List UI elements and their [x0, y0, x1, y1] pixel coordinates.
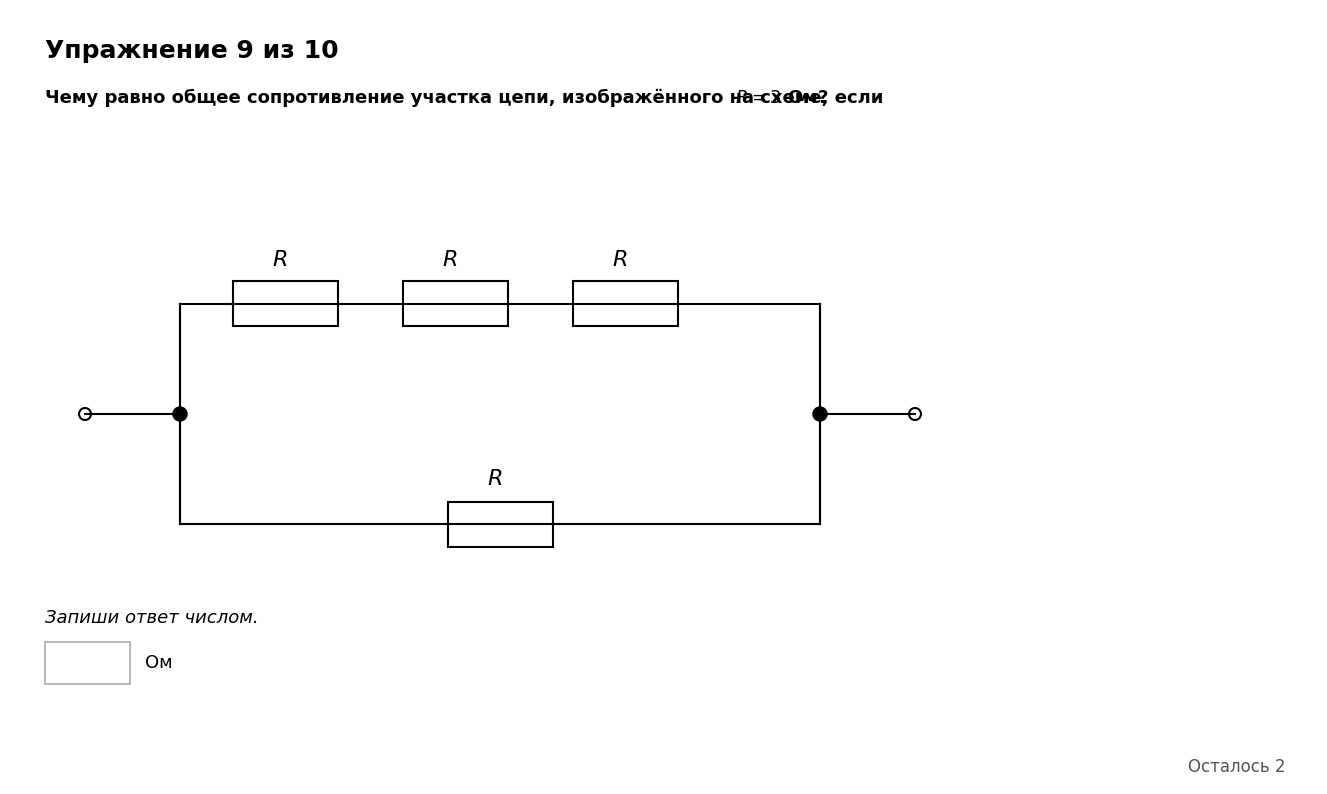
Circle shape — [173, 407, 187, 421]
FancyBboxPatch shape — [572, 282, 678, 326]
FancyBboxPatch shape — [402, 282, 507, 326]
FancyBboxPatch shape — [447, 502, 552, 546]
Text: Упражнение 9 из 10: Упражнение 9 из 10 — [45, 39, 338, 63]
Text: $R$: $R$ — [272, 249, 288, 269]
Text: $R = 3$ Ом?: $R = 3$ Ом? — [735, 89, 828, 107]
Text: $R$: $R$ — [487, 469, 503, 489]
Text: Чему равно общее сопротивление участка цепи, изображённого на схеме, если: Чему равно общее сопротивление участка ц… — [45, 89, 889, 107]
FancyBboxPatch shape — [45, 642, 130, 684]
FancyBboxPatch shape — [232, 282, 337, 326]
Circle shape — [813, 407, 827, 421]
Text: Ом: Ом — [145, 654, 173, 672]
Text: $R$: $R$ — [612, 249, 628, 269]
Text: Запиши ответ числом.: Запиши ответ числом. — [45, 609, 259, 627]
Text: Осталось 2: Осталось 2 — [1188, 758, 1285, 776]
Text: $R$: $R$ — [442, 249, 458, 269]
